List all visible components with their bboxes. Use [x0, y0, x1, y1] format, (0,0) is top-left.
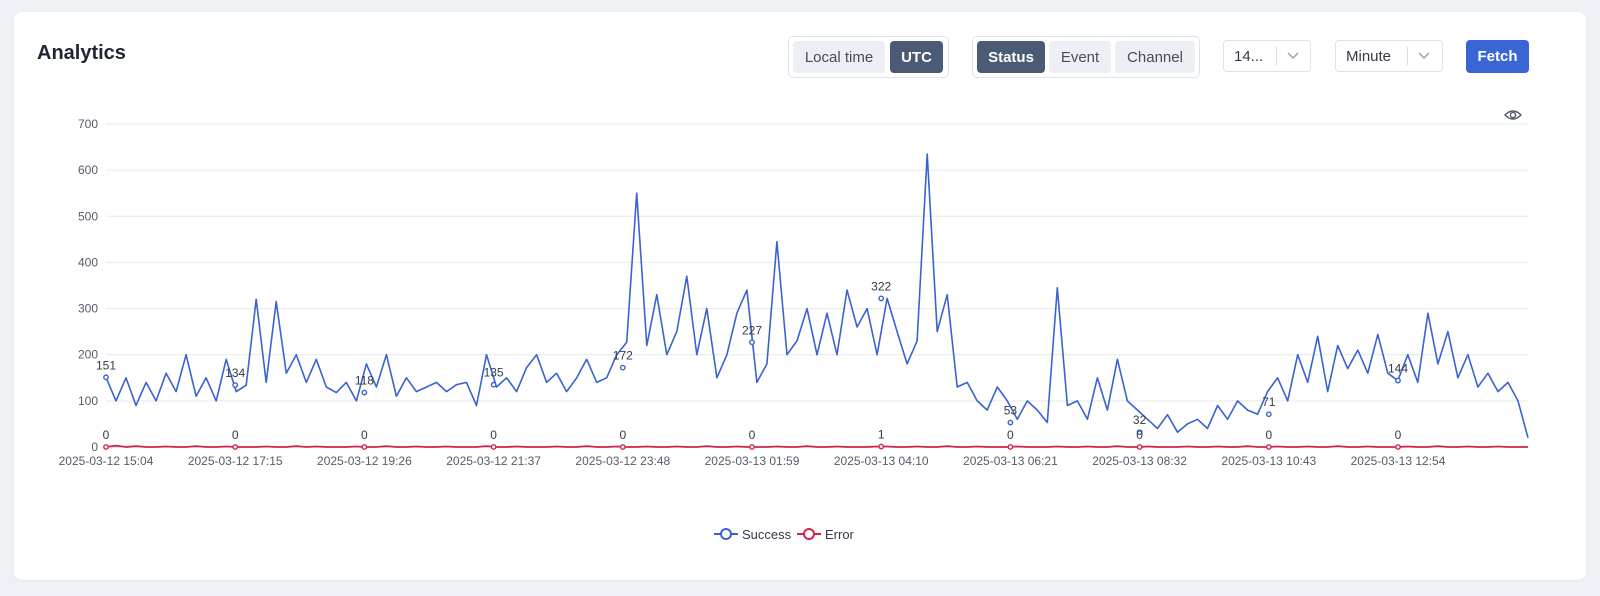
success-point — [1136, 429, 1143, 436]
interval-select[interactable]: Minute — [1335, 40, 1443, 72]
error-data-label: 0 — [361, 428, 368, 442]
group-event-button[interactable]: Event — [1049, 41, 1111, 73]
x-tick-label: 2025-03-13 08:32 — [1092, 454, 1187, 468]
x-tick-label: 2025-03-12 17:15 — [188, 454, 283, 468]
group-status-button[interactable]: Status — [977, 41, 1045, 73]
y-tick-label: 300 — [78, 302, 98, 316]
error-data-label: 0 — [1265, 428, 1272, 442]
success-data-label: 134 — [225, 366, 245, 380]
legend-error-marker — [797, 528, 821, 540]
error-point — [878, 443, 885, 450]
y-tick-label: 600 — [78, 163, 98, 177]
x-tick-label: 2025-03-13 04:10 — [834, 454, 929, 468]
success-point — [878, 295, 885, 302]
group-by-toggle: Status Event Channel — [972, 36, 1200, 78]
legend-success-label: Success — [742, 526, 792, 542]
success-data-label: 53 — [1004, 404, 1018, 418]
success-data-label: 118 — [355, 374, 374, 388]
error-point — [232, 444, 239, 450]
range-select[interactable]: 14... — [1223, 40, 1311, 72]
y-tick-label: 500 — [78, 209, 98, 223]
success-point — [1395, 377, 1401, 384]
y-tick-label: 0 — [91, 440, 98, 454]
interval-select-value: Minute — [1346, 48, 1392, 65]
success-data-label: 71 — [1262, 395, 1276, 409]
legend-item-success[interactable]: Success — [714, 525, 791, 543]
chevron-down-icon — [1418, 52, 1430, 60]
success-point — [749, 339, 755, 346]
success-data-label: 135 — [484, 366, 504, 380]
select-divider — [1276, 47, 1277, 65]
y-tick-label: 700 — [78, 117, 98, 131]
error-point — [749, 444, 755, 450]
success-data-label: 144 — [1388, 362, 1408, 376]
x-tick-label: 2025-03-13 12:54 — [1351, 454, 1446, 468]
success-point — [361, 389, 368, 396]
error-point — [1265, 444, 1272, 450]
timezone-utc-button[interactable]: UTC — [890, 41, 943, 73]
fetch-button[interactable]: Fetch — [1466, 40, 1529, 73]
range-select-value: 14... — [1234, 48, 1264, 65]
timezone-local-button[interactable]: Local time — [793, 41, 885, 73]
success-data-label: 32 — [1133, 413, 1147, 427]
y-tick-label: 100 — [78, 394, 98, 408]
x-tick-label: 2025-03-13 01:59 — [705, 454, 800, 468]
success-data-label: 227 — [742, 323, 762, 337]
x-tick-label: 2025-03-13 06:21 — [963, 454, 1058, 468]
success-point — [103, 374, 109, 381]
chevron-down-icon — [1287, 52, 1299, 60]
error-data-label: 0 — [619, 428, 626, 442]
error-data-label: 0 — [1136, 428, 1143, 442]
error-point — [619, 444, 626, 450]
success-data-label: 322 — [871, 279, 891, 293]
error-point — [1136, 444, 1143, 450]
error-data-label: 0 — [749, 428, 756, 442]
error-data-label: 0 — [490, 428, 497, 442]
legend-error-label: Error — [825, 526, 854, 542]
error-data-label: 0 — [1395, 428, 1402, 442]
y-tick-label: 200 — [78, 348, 98, 362]
error-series-line — [105, 444, 1528, 448]
success-point — [1007, 419, 1014, 426]
y-tick-label: 400 — [78, 255, 98, 269]
success-data-label: 172 — [613, 349, 633, 363]
error-point — [103, 444, 109, 450]
error-point — [1007, 444, 1014, 450]
x-tick-label: 2025-03-13 10:43 — [1221, 454, 1316, 468]
page-title: Analytics — [37, 42, 126, 64]
success-point — [490, 381, 497, 388]
group-channel-button[interactable]: Channel — [1115, 41, 1195, 73]
error-point — [1395, 444, 1401, 450]
error-point — [361, 444, 368, 450]
success-point — [232, 382, 239, 389]
x-tick-label: 2025-03-12 23:48 — [575, 454, 670, 468]
success-point — [619, 364, 626, 371]
success-data-label: 151 — [96, 358, 116, 372]
timezone-toggle: Local time UTC — [788, 36, 949, 78]
error-point — [490, 444, 497, 450]
x-tick-label: 2025-03-12 21:37 — [446, 454, 541, 468]
success-point — [1265, 411, 1272, 418]
success-series-line — [105, 153, 1529, 439]
error-data-label: 0 — [103, 428, 110, 442]
x-tick-label: 2025-03-12 19:26 — [317, 454, 412, 468]
error-data-label: 1 — [878, 428, 885, 442]
select-divider — [1407, 47, 1408, 65]
error-data-label: 0 — [1007, 428, 1014, 442]
eye-icon[interactable] — [1504, 108, 1522, 122]
x-tick-label: 2025-03-12 15:04 — [59, 454, 154, 468]
legend-success-marker — [714, 528, 738, 540]
error-data-label: 0 — [232, 428, 239, 442]
legend-item-error[interactable]: Error — [797, 525, 854, 543]
analytics-card: Analytics Local time UTC Status Event Ch… — [14, 12, 1586, 580]
